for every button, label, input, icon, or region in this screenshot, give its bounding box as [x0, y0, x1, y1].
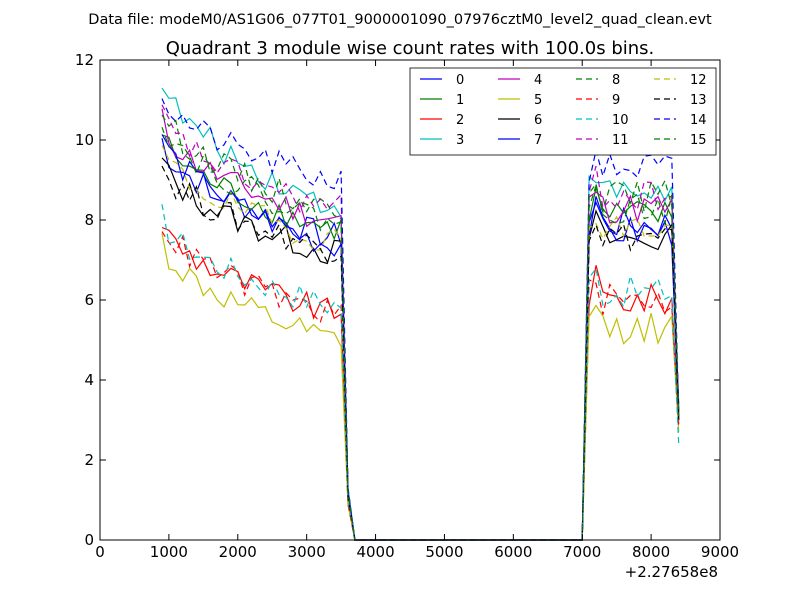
series-line-5 — [161, 233, 680, 541]
legend-label: 4 — [534, 73, 542, 88]
legend-label: 3 — [456, 133, 464, 148]
y-tick-label: 12 — [75, 51, 94, 69]
legend-label: 2 — [456, 113, 464, 128]
data-file-header: Data file: modeM0/AS1G06_077T01_90000010… — [88, 12, 712, 28]
x-offset-label: +2.27658e8 — [625, 563, 718, 581]
x-tick-label: 8000 — [632, 543, 670, 561]
x-tick-label: 9000 — [701, 543, 739, 561]
series-line-11 — [161, 104, 680, 541]
legend-label: 6 — [534, 113, 542, 128]
series-line-12 — [161, 145, 680, 541]
legend-label: 13 — [690, 93, 707, 108]
series-line-6 — [161, 157, 680, 541]
legend-box — [409, 67, 717, 156]
legend-label: 10 — [612, 113, 629, 128]
x-tick-label: 1000 — [150, 543, 188, 561]
chart-title: Quadrant 3 module wise count rates with … — [166, 38, 655, 59]
x-tick-label: 0 — [95, 543, 105, 561]
series-line-13 — [161, 165, 680, 541]
x-tick-label: 5000 — [425, 543, 463, 561]
legend-label: 5 — [534, 93, 542, 108]
legend-label: 12 — [690, 73, 707, 88]
legend-label: 1 — [456, 93, 464, 108]
legend-label: 0 — [456, 73, 464, 88]
series-line-7 — [161, 134, 680, 541]
series-line-14 — [161, 98, 680, 541]
legend-label: 8 — [612, 73, 620, 88]
y-tick-label: 4 — [84, 371, 94, 389]
legend-label: 15 — [690, 133, 707, 148]
series-line-2 — [161, 226, 680, 541]
y-tick-label: 10 — [75, 131, 94, 149]
legend-label: 7 — [534, 133, 542, 148]
series-line-10 — [161, 204, 680, 541]
x-tick-label: 7000 — [563, 543, 601, 561]
x-tick-label: 3000 — [288, 543, 326, 561]
legend-label: 14 — [690, 113, 707, 128]
x-tick-label: 2000 — [219, 543, 257, 561]
series-layer — [161, 87, 680, 541]
y-tick-label: 6 — [84, 291, 94, 309]
series-line-8 — [161, 114, 680, 541]
series-line-15 — [161, 127, 680, 541]
y-tick-label: 0 — [84, 531, 94, 549]
legend-label: 9 — [612, 93, 620, 108]
series-line-1 — [161, 134, 680, 541]
x-tick-label: 6000 — [494, 543, 532, 561]
x-tick-label: 4000 — [356, 543, 394, 561]
y-tick-label: 2 — [84, 451, 94, 469]
y-tick-label: 8 — [84, 211, 94, 229]
ticks-layer: 0 1000 2000 3000 4000 5000 6000 7000 8000 9000 0 2 4… — [75, 51, 739, 561]
legend-label: 11 — [612, 133, 629, 148]
